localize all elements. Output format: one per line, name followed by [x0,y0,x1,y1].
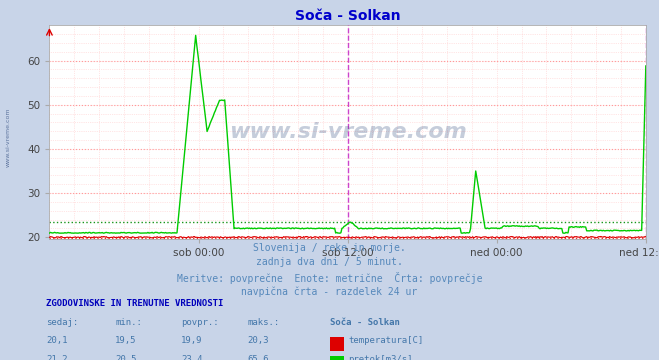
Text: Meritve: povprečne  Enote: metrične  Črta: povprečje: Meritve: povprečne Enote: metrične Črta:… [177,272,482,284]
Text: pretok[m3/s]: pretok[m3/s] [348,355,413,360]
Text: 19,5: 19,5 [115,336,137,345]
Text: temperatura[C]: temperatura[C] [348,336,423,345]
Text: zadnja dva dni / 5 minut.: zadnja dva dni / 5 minut. [256,257,403,267]
Text: 21,2: 21,2 [46,355,68,360]
Text: www.si-vreme.com: www.si-vreme.com [229,122,467,142]
Text: 19,9: 19,9 [181,336,203,345]
Text: 20,1: 20,1 [46,336,68,345]
Text: 65,6: 65,6 [247,355,269,360]
Text: www.si-vreme.com: www.si-vreme.com [5,107,11,167]
Text: 23,4: 23,4 [181,355,203,360]
Text: maks.:: maks.: [247,318,279,327]
Text: Slovenija / reke in morje.: Slovenija / reke in morje. [253,243,406,253]
Title: Soča - Solkan: Soča - Solkan [295,9,401,23]
Text: povpr.:: povpr.: [181,318,219,327]
Text: 20,3: 20,3 [247,336,269,345]
Text: sedaj:: sedaj: [46,318,78,327]
Text: ZGODOVINSKE IN TRENUTNE VREDNOSTI: ZGODOVINSKE IN TRENUTNE VREDNOSTI [46,299,223,308]
Text: Soča - Solkan: Soča - Solkan [330,318,399,327]
Text: navpična črta - razdelek 24 ur: navpična črta - razdelek 24 ur [241,286,418,297]
Text: min.:: min.: [115,318,142,327]
Text: 20,5: 20,5 [115,355,137,360]
